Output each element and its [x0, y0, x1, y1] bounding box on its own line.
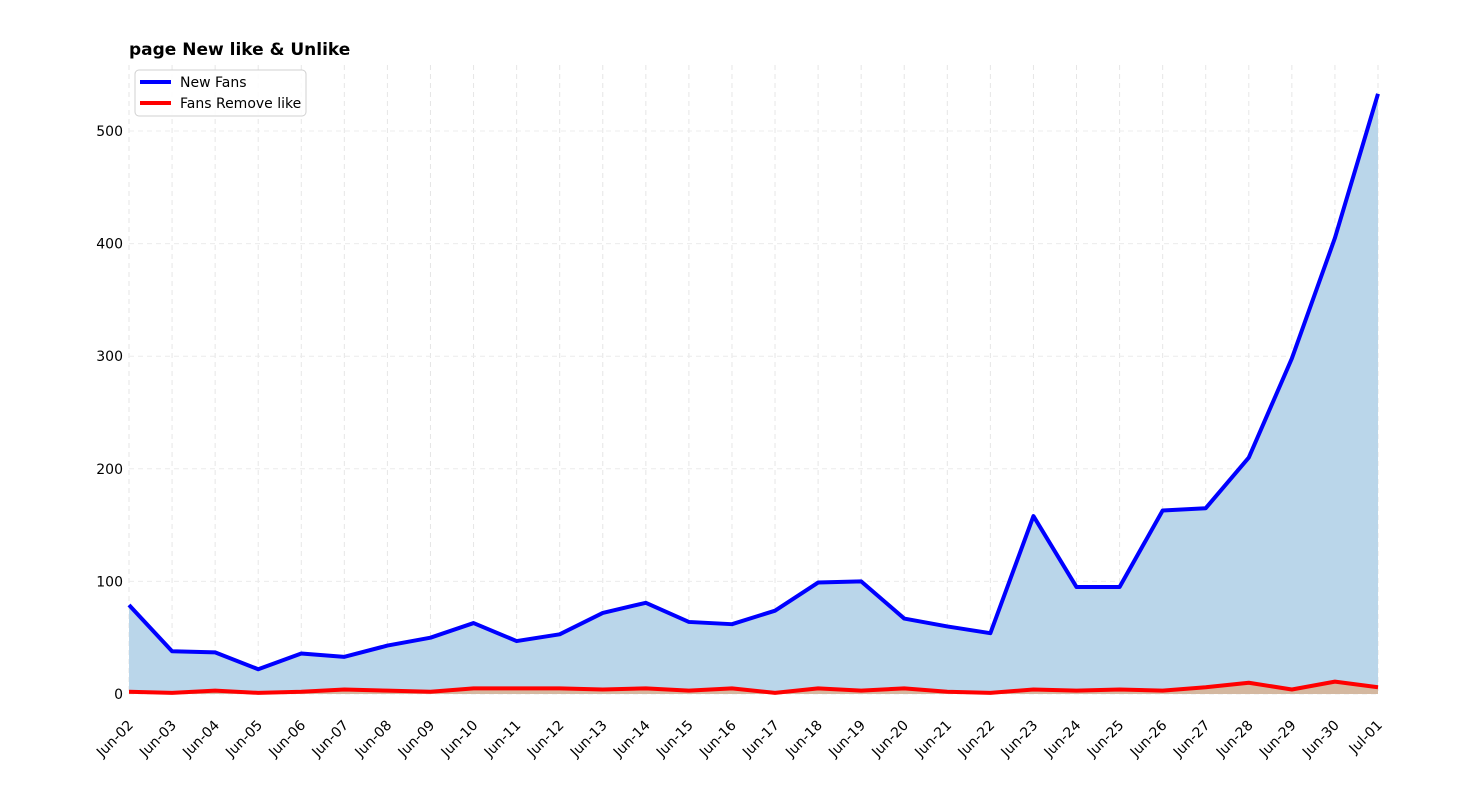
x-tick-label: Jun-09 [395, 718, 439, 762]
x-tick-label: Jun-21 [911, 718, 955, 762]
y-tick-label: 0 [114, 687, 123, 703]
y-tick-label: 100 [96, 574, 123, 590]
x-tick-label: Jun-29 [1256, 718, 1300, 762]
x-tick-label: Jun-27 [1170, 718, 1214, 762]
x-tick-label: Jun-22 [955, 718, 999, 762]
x-tick-label: Jun-25 [1084, 718, 1128, 762]
area-fills [129, 93, 1378, 695]
y-tick-label: 400 [96, 237, 123, 253]
series-lines [127, 93, 1380, 695]
x-tick-label: Jun-30 [1299, 718, 1343, 762]
legend-label: New Fans [180, 75, 247, 91]
x-tick-label: Jun-13 [567, 718, 611, 762]
x-tick-label: Jun-06 [265, 717, 309, 761]
x-tick-label: Jul-01 [1346, 718, 1386, 758]
x-tick-label: Jun-12 [524, 718, 568, 762]
x-tick-label: Jun-03 [136, 718, 180, 762]
x-tick-label: Jun-04 [179, 717, 223, 761]
x-tick-label: Jun-26 [1127, 717, 1171, 761]
series-area-1 [129, 93, 1378, 695]
y-tick-label: 200 [96, 462, 123, 478]
x-tick-label: Jun-08 [352, 718, 396, 762]
x-tick-label: Jun-19 [825, 718, 869, 762]
legend: New Fans Fans Remove like [134, 69, 307, 117]
x-tick-label: Jun-02 [93, 718, 137, 762]
y-axis-ticks: 0 100 200 300 400 500 [96, 124, 123, 703]
x-tick-label: Jun-18 [782, 718, 826, 762]
x-tick-label: Jun-11 [481, 718, 525, 762]
x-tick-label: Jun-14 [610, 717, 654, 761]
x-tick-label: Jun-07 [309, 718, 353, 762]
x-tick-label: Jun-23 [998, 718, 1042, 762]
y-tick-label: 300 [96, 349, 123, 365]
x-tick-label: Jun-16 [696, 717, 740, 761]
series-line-2 [128, 679, 1379, 695]
x-tick-label: Jun-10 [438, 718, 482, 762]
legend-box [134, 69, 307, 117]
x-tick-label: Jun-17 [739, 718, 783, 762]
y-tick-label: 500 [96, 124, 123, 140]
x-tick-label: Jun-20 [868, 718, 912, 762]
x-tick-label: Jun-15 [653, 718, 697, 762]
series-line-1 [127, 93, 1380, 672]
x-tick-label: Jun-28 [1213, 718, 1257, 762]
x-axis-ticks: Jun-02 Jun-03 Jun-04 Jun-05 Jun-06 Jun-07 Jun-… [93, 717, 1386, 761]
x-tick-label: Jun-24 [1041, 717, 1085, 761]
x-tick-label: Jun-05 [222, 718, 266, 762]
chart-title: page New like & Unlike [129, 40, 350, 60]
legend-label: Fans Remove like [180, 96, 301, 112]
